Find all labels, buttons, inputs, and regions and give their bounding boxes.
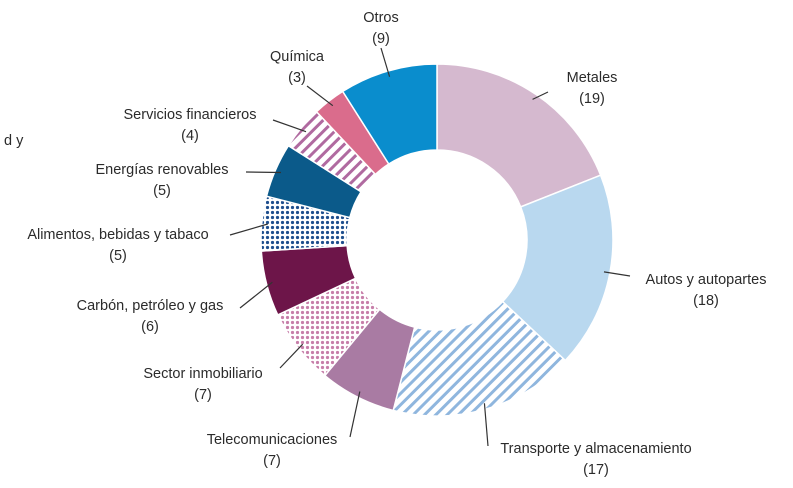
slice-value: (9)	[372, 31, 390, 47]
slice-value: (7)	[194, 387, 212, 403]
slice-value: (3)	[288, 70, 306, 86]
leader-line	[240, 282, 272, 308]
slice-label: Telecomunicaciones	[207, 432, 338, 448]
slice-value: (4)	[181, 128, 199, 144]
slice-label: Sector inmobiliario	[143, 366, 262, 382]
slice-label: Transporte y almacenamiento	[500, 441, 691, 457]
slice-label: Servicios financieros	[124, 107, 257, 123]
slice-label: Carbón, petróleo y gas	[77, 298, 224, 314]
slice-value: (5)	[153, 183, 171, 199]
leader-line	[350, 391, 360, 437]
slice-label: Otros	[363, 10, 398, 26]
side-text: d y	[4, 133, 24, 149]
slice-value: (6)	[141, 319, 159, 335]
slice-value: (17)	[583, 462, 609, 478]
leader-line	[273, 120, 306, 132]
leader-line	[280, 344, 303, 368]
slice-label: Química	[270, 49, 325, 65]
slice-value: (18)	[693, 293, 719, 309]
slice-label: Energías renovables	[96, 162, 229, 178]
slice-value: (5)	[109, 248, 127, 264]
slice-value: (7)	[263, 453, 281, 469]
slice-label: Alimentos, bebidas y tabaco	[27, 227, 208, 243]
slice-value: (19)	[579, 91, 605, 107]
leader-line	[307, 86, 333, 106]
slice-label: Metales	[567, 70, 618, 86]
slice-label: Autos y autopartes	[646, 272, 767, 288]
